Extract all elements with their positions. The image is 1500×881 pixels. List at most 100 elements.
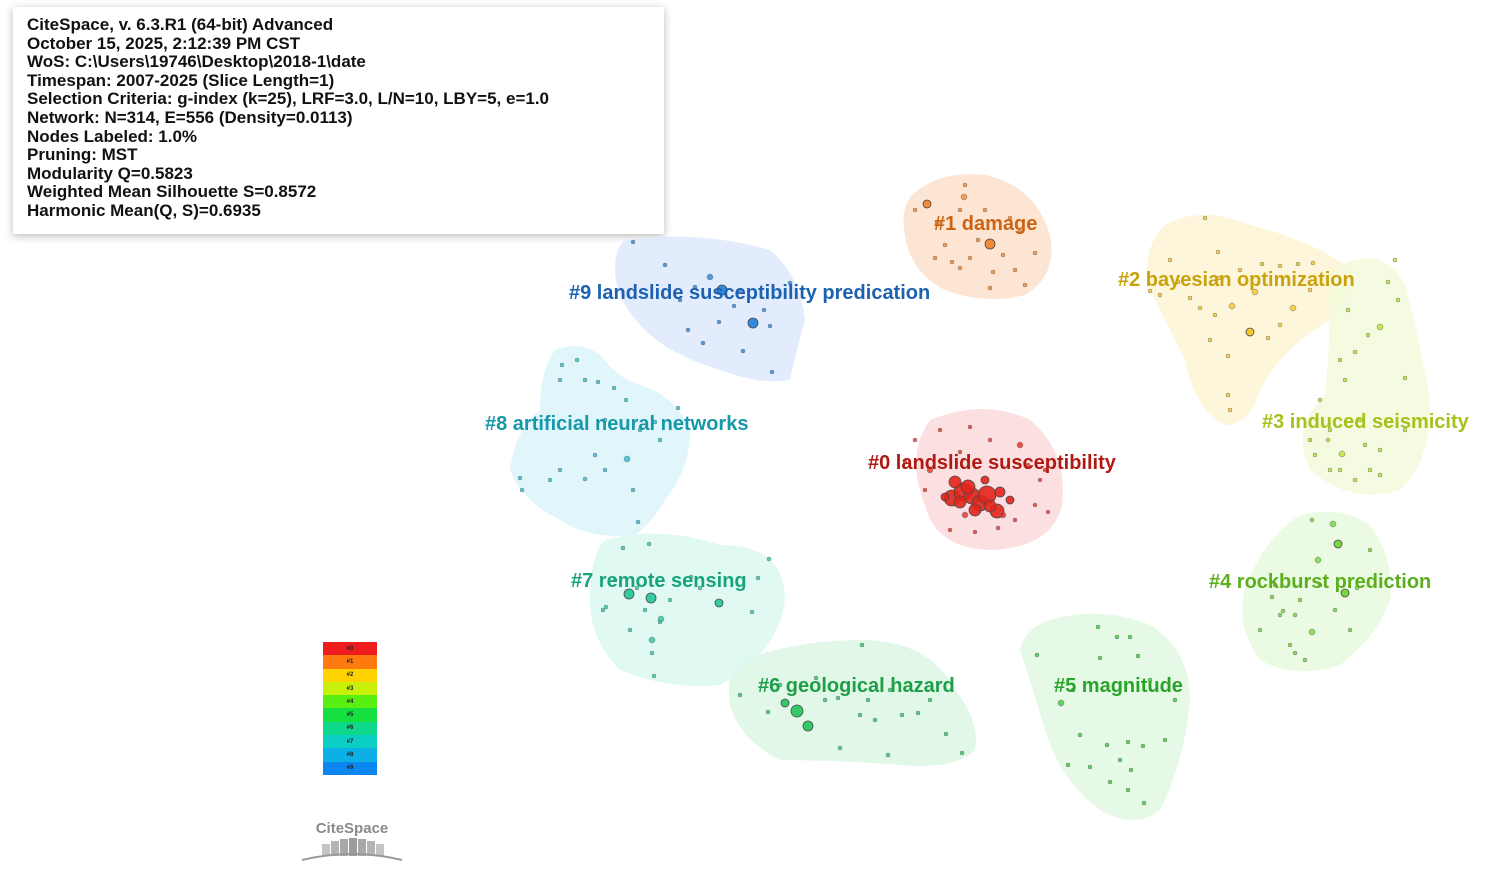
cluster-8-node[interactable] (675, 405, 681, 411)
cluster-2-node[interactable] (1157, 292, 1163, 298)
cluster-7-node[interactable] (697, 585, 703, 591)
cluster-0-node[interactable] (948, 475, 962, 489)
cluster-8-node[interactable] (592, 452, 598, 458)
cluster-7-node[interactable] (714, 598, 724, 608)
cluster-8-node[interactable] (602, 467, 608, 473)
cluster-5-node[interactable] (1140, 743, 1146, 749)
cluster-5-node[interactable] (1125, 739, 1131, 745)
cluster-8-node[interactable] (557, 467, 563, 473)
cluster-5-node[interactable] (1135, 653, 1141, 659)
cluster-7-node[interactable] (620, 545, 626, 551)
cluster-label-0[interactable]: #0 landslide susceptibility (868, 452, 1117, 474)
cluster-5-node[interactable] (1077, 732, 1083, 738)
cluster-8-node[interactable] (635, 519, 641, 525)
cluster-3-node[interactable] (1327, 427, 1333, 433)
cluster-1-node[interactable] (957, 265, 963, 271)
cluster-6-node[interactable] (780, 698, 790, 708)
cluster-7-node[interactable] (755, 575, 761, 581)
cluster-label-3[interactable]: #3 induced seismicity (1262, 411, 1470, 433)
cluster-6-node[interactable] (885, 752, 891, 758)
cluster-4-node[interactable] (1333, 539, 1343, 549)
cluster-9-node[interactable] (740, 348, 746, 354)
cluster-2-node[interactable] (1225, 353, 1231, 359)
cluster-0-node[interactable] (1005, 495, 1015, 505)
cluster-3-node[interactable] (1342, 377, 1348, 383)
cluster-3-node[interactable] (1325, 437, 1331, 443)
cluster-3-node[interactable] (1352, 349, 1358, 355)
cluster-7-node[interactable] (651, 673, 657, 679)
cluster-8-node[interactable] (652, 419, 658, 425)
cluster-5-node[interactable] (1095, 624, 1101, 630)
cluster-2-node[interactable] (1289, 304, 1297, 312)
cluster-0-node[interactable] (926, 466, 934, 474)
cluster-4-node[interactable] (1269, 594, 1275, 600)
cluster-2-node[interactable] (1216, 275, 1222, 281)
cluster-6-node[interactable] (959, 750, 965, 756)
cluster-9-node[interactable] (787, 280, 793, 286)
cluster-4-node[interactable] (1329, 520, 1337, 528)
cluster-6-node[interactable] (859, 642, 865, 648)
cluster-2-node[interactable] (1245, 327, 1255, 337)
cluster-1-node[interactable] (990, 269, 996, 275)
cluster-4-node[interactable] (1367, 547, 1373, 553)
cluster-6-node[interactable] (822, 697, 828, 703)
cluster-1-node[interactable] (934, 219, 942, 227)
cluster-0-node[interactable] (947, 527, 953, 533)
cluster-6-node[interactable] (927, 697, 933, 703)
cluster-1-node[interactable] (1022, 282, 1028, 288)
cluster-6-node[interactable] (857, 712, 863, 718)
cluster-8-node[interactable] (595, 379, 601, 385)
cluster-2-node[interactable] (1225, 392, 1231, 398)
cluster-0-node[interactable] (922, 487, 928, 493)
cluster-8-node[interactable] (623, 397, 629, 403)
cluster-0-node[interactable] (1012, 517, 1018, 523)
cluster-7-node[interactable] (649, 650, 655, 656)
cluster-0-node[interactable] (912, 437, 918, 443)
cluster-6-node[interactable] (872, 717, 878, 723)
cluster-0-node[interactable] (1025, 462, 1031, 468)
cluster-5-node[interactable] (1087, 764, 1093, 770)
cluster-0-node[interactable] (960, 479, 976, 495)
cluster-5-node[interactable] (1172, 697, 1178, 703)
cluster-2-node[interactable] (1259, 261, 1265, 267)
cluster-6-node[interactable] (813, 675, 819, 681)
cluster-0-node[interactable] (983, 499, 997, 513)
cluster-5-node[interactable] (1107, 779, 1113, 785)
cluster-1-node[interactable] (1000, 252, 1006, 258)
cluster-4-node[interactable] (1277, 612, 1283, 618)
cluster-4-node[interactable] (1292, 612, 1298, 618)
cluster-1-node[interactable] (960, 193, 968, 201)
cluster-9-node[interactable] (737, 287, 743, 293)
cluster-6-node[interactable] (802, 720, 814, 732)
cluster-7-node[interactable] (603, 604, 609, 610)
cluster-6-node[interactable] (915, 710, 921, 716)
cluster-5-node[interactable] (1034, 652, 1040, 658)
cluster-5-node[interactable] (1128, 767, 1134, 773)
cluster-4-node[interactable] (1332, 607, 1338, 613)
cluster-0-node[interactable] (968, 503, 982, 517)
cluster-8-node[interactable] (657, 437, 663, 443)
cluster-5-node[interactable] (1114, 634, 1120, 640)
cluster-2-node[interactable] (1175, 279, 1181, 285)
cluster-9-node[interactable] (767, 323, 773, 329)
cluster-4-node[interactable] (1354, 585, 1360, 591)
cluster-5-node[interactable] (1127, 634, 1133, 640)
cluster-0-node[interactable] (902, 459, 908, 465)
cluster-9-node[interactable] (769, 369, 775, 375)
cluster-5-node[interactable] (1057, 699, 1065, 707)
cluster-2-node[interactable] (1227, 407, 1233, 413)
cluster-0-node[interactable] (967, 424, 973, 430)
cluster-label-1[interactable]: #1 damage (934, 213, 1037, 235)
cluster-4-node[interactable] (1297, 597, 1303, 603)
cluster-0-node[interactable] (980, 475, 990, 485)
cluster-4-node[interactable] (1257, 627, 1263, 633)
cluster-2-node[interactable] (1197, 305, 1203, 311)
cluster-2-node[interactable] (1307, 287, 1313, 293)
cluster-9-node[interactable] (677, 297, 683, 303)
cluster-2-node[interactable] (1277, 322, 1283, 328)
cluster-label-4[interactable]: #4 rockburst prediction (1209, 571, 1431, 593)
cluster-3-node[interactable] (1392, 257, 1398, 263)
cluster-0-node[interactable] (1016, 441, 1024, 449)
cluster-3-node[interactable] (1395, 297, 1401, 303)
